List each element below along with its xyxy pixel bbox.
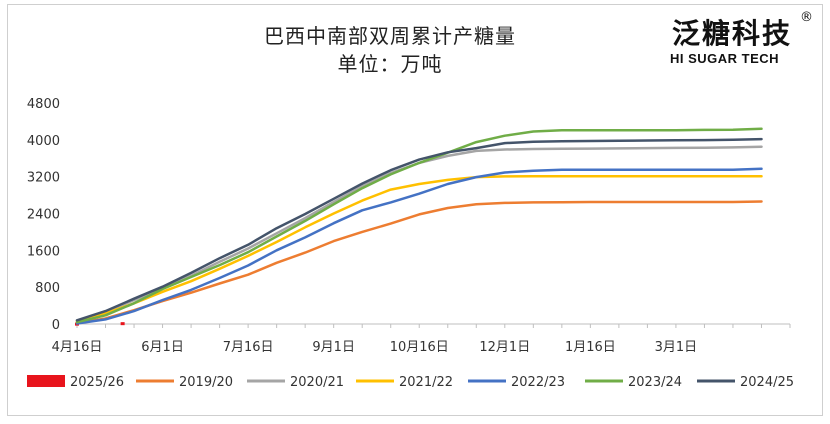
x-tick-label: 9月1日 xyxy=(312,340,355,355)
legend: 2025/26 2019/20 2020/21 2021/22 2022/23 2023/… xyxy=(27,375,794,390)
series-line-2021-22 xyxy=(75,174,763,323)
series-line-2019-20 xyxy=(75,200,763,325)
y-tick-label: 4800 xyxy=(27,97,60,112)
series-layer xyxy=(75,127,763,326)
y-tick-label: 2400 xyxy=(27,208,60,223)
x-tick-label: 12月1日 xyxy=(479,340,530,355)
y-tick-label: 800 xyxy=(35,281,60,296)
x-tick-label: 1月16日 xyxy=(565,340,616,355)
series-line-2023-24 xyxy=(75,127,763,324)
bar-2025-26-1 xyxy=(120,322,125,326)
x-tick-label: 7月16日 xyxy=(223,340,274,355)
x-tick-label: 4月16日 xyxy=(52,340,103,355)
x-tick-label: 3月1日 xyxy=(655,340,698,355)
axes: 0 800 1600 2400 3200 4000 4800 4月16日 6月1日 7月16日 9月… xyxy=(27,97,791,355)
legend-label: 2019/20 xyxy=(179,375,233,390)
series-line-2024-25 xyxy=(75,137,763,322)
registered-mark: ® xyxy=(800,10,813,25)
y-tick-label: 1600 xyxy=(27,244,60,259)
x-tick-label: 6月1日 xyxy=(141,340,184,355)
legend-label: 2023/24 xyxy=(628,375,682,390)
y-tick-label: 3200 xyxy=(27,171,60,186)
legend-label: 2020/21 xyxy=(290,375,344,390)
x-tick-label: 10月16日 xyxy=(390,340,449,355)
series-line-2022-23 xyxy=(75,167,763,325)
legend-label: 2024/25 xyxy=(740,375,794,390)
chart-subtitle: 单位：万吨 xyxy=(337,52,443,76)
brand-logo-text: 泛糖科技 xyxy=(672,17,793,50)
legend-label: 2021/22 xyxy=(399,375,453,390)
legend-label: 2025/26 xyxy=(70,375,124,390)
legend-swatch-2025-26 xyxy=(27,375,65,387)
chart-title: 巴西中南部双周累计产糖量 xyxy=(264,24,516,48)
legend-label: 2022/23 xyxy=(511,375,565,390)
y-tick-label: 4000 xyxy=(27,134,60,149)
y-tick-label: 0 xyxy=(52,318,60,333)
brand-english-name: HI SUGAR TECH xyxy=(670,51,780,66)
chart-frame xyxy=(7,4,823,416)
